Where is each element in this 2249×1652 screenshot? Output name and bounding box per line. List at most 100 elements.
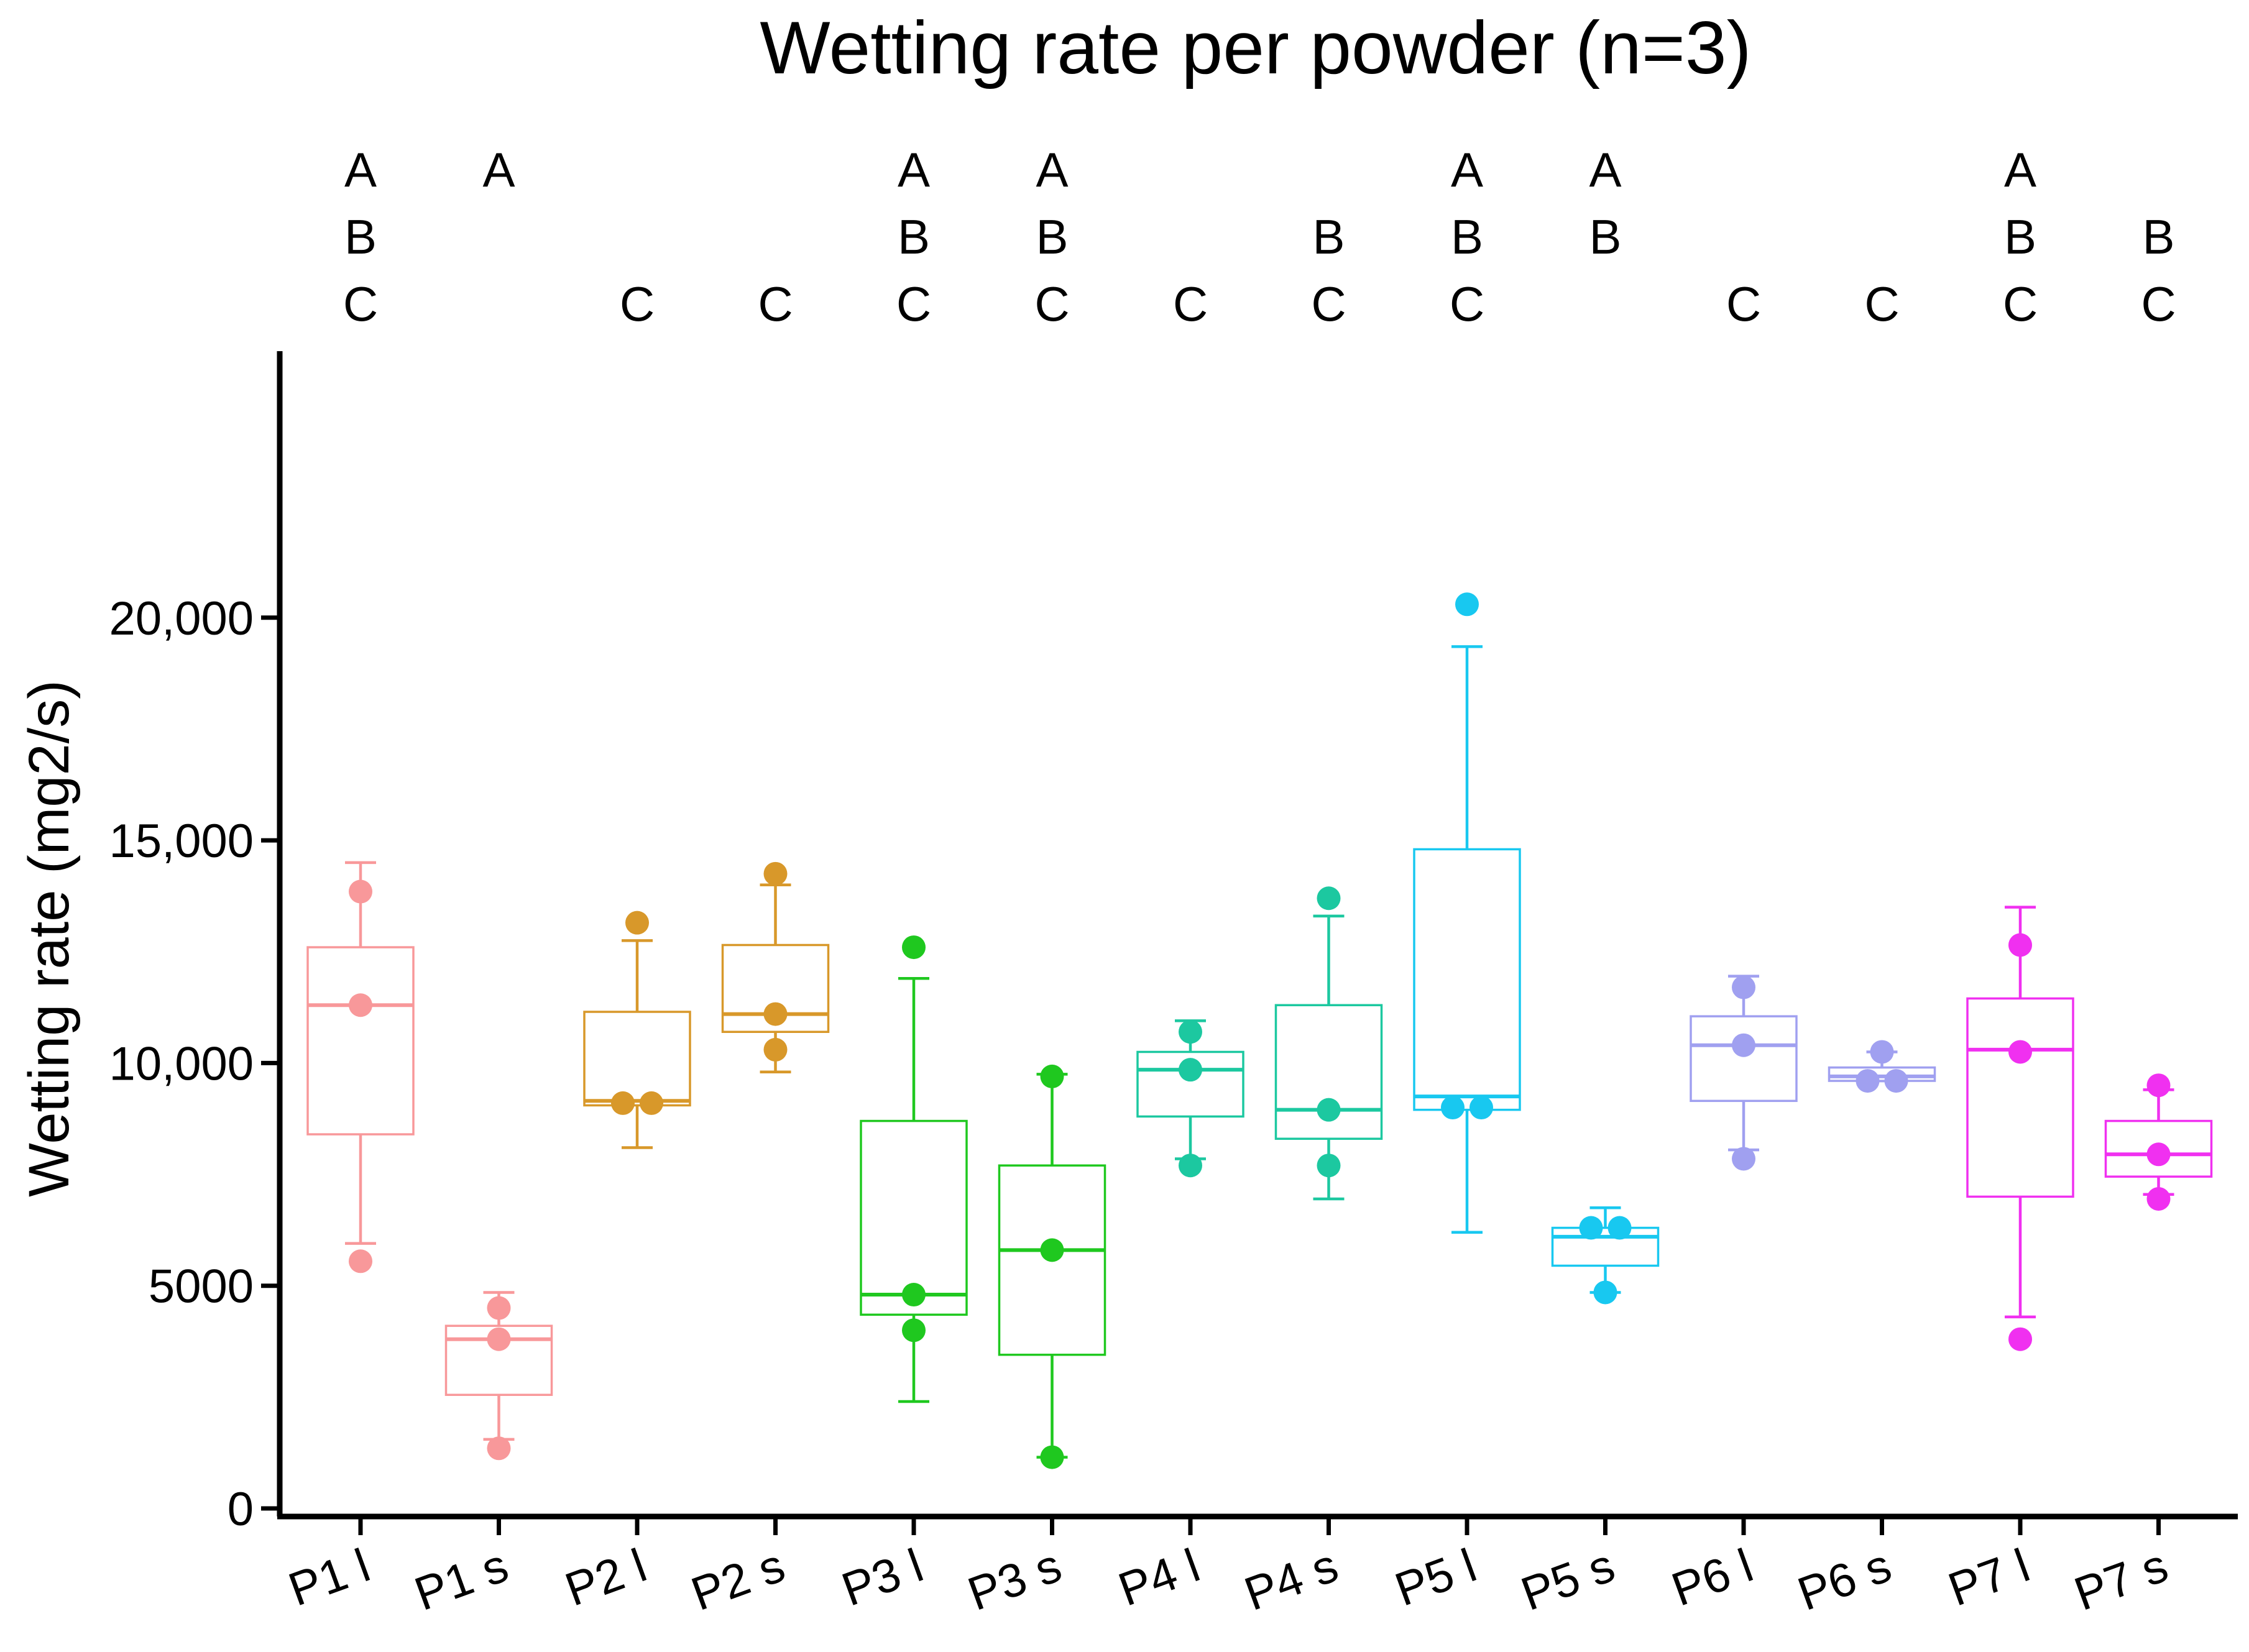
box-rect xyxy=(306,946,415,1136)
data-point xyxy=(1040,1238,1064,1262)
box-rect xyxy=(1966,997,2074,1198)
box-p2-s xyxy=(721,861,830,1073)
significance-letter: B xyxy=(2004,209,2036,264)
significance-letter: C xyxy=(1034,277,1069,331)
data-point xyxy=(1593,1280,1617,1305)
y-tick-label: 10,000 xyxy=(109,1037,254,1090)
data-point xyxy=(2146,1073,2171,1098)
boxes xyxy=(306,592,2213,1469)
x-tick-label: P6 l xyxy=(1665,1539,1760,1617)
significance-letter: A xyxy=(2004,142,2036,197)
box-p7-l xyxy=(1966,906,2074,1351)
y-tick-label: 20,000 xyxy=(109,592,254,645)
x-axis-ticks: P1 l P1 s P2 l P2 s P3 l P3 s P4 l P4 s P5 l P5 s… xyxy=(282,1517,2174,1621)
data-point xyxy=(487,1296,511,1320)
data-point xyxy=(763,861,788,886)
data-point xyxy=(1179,1154,1202,1178)
significance-letter: B xyxy=(1312,209,1345,264)
data-point xyxy=(487,1327,511,1351)
data-point xyxy=(1469,1096,1493,1120)
data-point xyxy=(1179,1020,1202,1044)
x-tick-label: P1 s xyxy=(408,1539,515,1621)
y-tick-label: 5000 xyxy=(149,1260,254,1313)
chart-title: Wetting rate per powder (n=3) xyxy=(760,6,1751,89)
data-point xyxy=(349,879,372,904)
data-point xyxy=(1040,1445,1064,1469)
data-point xyxy=(1317,886,1341,911)
y-axis-label: Wetting rate (mg2/s) xyxy=(17,680,81,1197)
box-rect xyxy=(1690,1015,1798,1103)
data-point xyxy=(487,1436,511,1461)
data-point xyxy=(640,1091,663,1115)
significance-letter: A xyxy=(1036,142,1068,197)
significance-letter: A xyxy=(344,142,377,197)
data-point xyxy=(349,993,372,1017)
significance-letter: A xyxy=(482,142,515,197)
box-p3-s xyxy=(998,1064,1106,1469)
significance-letter: C xyxy=(620,277,655,331)
x-tick-label: P4 s xyxy=(1238,1539,1345,1621)
data-point xyxy=(1732,1033,1755,1057)
data-point xyxy=(611,1091,635,1115)
data-point xyxy=(1870,1040,1894,1064)
significance-letter: C xyxy=(1726,277,1761,331)
significance-letter: C xyxy=(343,277,378,331)
significance-letter: C xyxy=(1864,277,1899,331)
data-point xyxy=(1579,1216,1603,1240)
box-p1-l xyxy=(306,861,415,1273)
x-tick-label: P3 l xyxy=(835,1539,930,1617)
data-point xyxy=(2146,1186,2171,1211)
y-tick-label: 15,000 xyxy=(109,815,254,868)
data-point xyxy=(625,911,649,935)
data-point xyxy=(902,1318,926,1342)
x-tick-label: P7 l xyxy=(1942,1539,2036,1617)
data-point xyxy=(2146,1142,2171,1167)
significance-letter: C xyxy=(896,277,931,331)
data-point xyxy=(1884,1069,1908,1093)
data-point xyxy=(1732,975,1755,999)
data-point xyxy=(1856,1069,1880,1093)
data-point xyxy=(1179,1058,1202,1082)
box-p6-l xyxy=(1690,975,1798,1171)
box-rect xyxy=(1413,848,1521,1111)
x-tick-label: P7 s xyxy=(2067,1539,2174,1621)
significance-letter: C xyxy=(1450,277,1484,331)
x-tick-label: P3 s xyxy=(961,1539,1068,1621)
data-point xyxy=(1040,1064,1064,1088)
x-tick-label: P6 s xyxy=(1791,1539,1898,1621)
x-tick-label: P5 s xyxy=(1514,1539,1621,1621)
y-tick-label: 0 xyxy=(228,1483,254,1536)
significance-letter: C xyxy=(1311,277,1346,331)
box-p5-l xyxy=(1413,592,1521,1234)
data-point xyxy=(2008,1040,2032,1064)
x-tick-label: P2 s xyxy=(684,1539,791,1621)
box-rect xyxy=(860,1119,968,1316)
data-point xyxy=(902,935,926,960)
significance-letter: C xyxy=(2141,277,2176,331)
box-p1-s xyxy=(444,1291,553,1461)
significance-letter: B xyxy=(344,209,377,264)
data-point xyxy=(763,1002,788,1026)
box-p5-s xyxy=(1551,1206,1660,1305)
box-p4-s xyxy=(1274,886,1383,1201)
significance-letter: C xyxy=(1173,277,1208,331)
significance-letter: C xyxy=(2003,277,2038,331)
significance-letter: B xyxy=(898,209,930,264)
data-point xyxy=(902,1283,926,1307)
box-rect xyxy=(583,1011,691,1107)
box-rect xyxy=(2104,1119,2213,1178)
data-point xyxy=(763,1037,788,1062)
significance-letter: A xyxy=(898,142,930,197)
x-tick-label: P5 l xyxy=(1389,1539,1483,1617)
data-point xyxy=(1455,592,1479,617)
box-p3-l xyxy=(860,935,968,1403)
box-p4-l xyxy=(1136,1019,1244,1178)
x-tick-label: P1 l xyxy=(282,1539,377,1617)
box-p6-s xyxy=(1828,1040,1936,1093)
significance-letter: B xyxy=(1036,209,1068,264)
significance-letter: C xyxy=(758,277,793,331)
y-axis-ticks: 0 5000 10,000 15,000 20,000 xyxy=(109,592,280,1536)
data-point xyxy=(2008,933,2032,957)
